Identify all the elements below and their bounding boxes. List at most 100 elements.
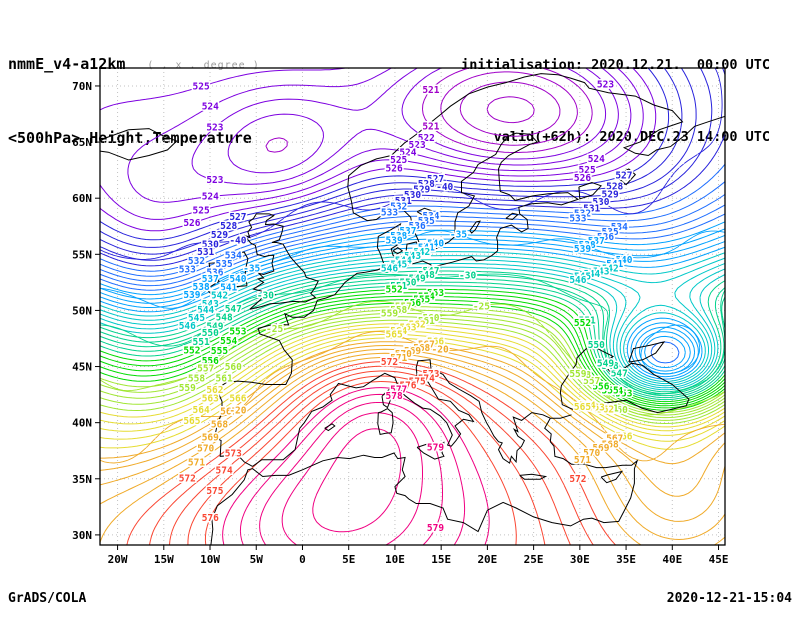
creation-timestamp: 2020-12-21-15:04 — [666, 591, 792, 606]
svg-text:523: 523 — [206, 122, 223, 133]
svg-text:531: 531 — [583, 203, 600, 214]
lon-tick-label: 40E — [662, 553, 682, 566]
svg-text:540: 540 — [229, 274, 246, 285]
lon-tick-label: 0 — [299, 553, 306, 566]
svg-text:526: 526 — [183, 218, 200, 229]
svg-text:567: 567 — [606, 434, 623, 445]
svg-text:525: 525 — [579, 165, 596, 176]
svg-text:562: 562 — [206, 385, 223, 396]
svg-text:547: 547 — [611, 369, 628, 380]
lat-tick-label: 65N — [72, 136, 92, 149]
svg-text:577: 577 — [390, 385, 407, 396]
svg-text:524: 524 — [399, 147, 416, 158]
svg-text:573: 573 — [422, 369, 439, 380]
svg-text:572: 572 — [381, 357, 398, 368]
lon-tick-label: 10W — [200, 553, 220, 566]
svg-text:575: 575 — [409, 377, 426, 388]
svg-text:563: 563 — [399, 323, 416, 334]
svg-text:567: 567 — [220, 406, 237, 417]
svg-text:538: 538 — [579, 240, 596, 251]
header-line-1: nmmE_v4-a12km ( . x . degree ) — [8, 52, 260, 78]
header-left: nmmE_v4-a12km ( . x . degree ) <500hPa> H… — [8, 4, 260, 198]
lon-tick-label: 25E — [524, 553, 544, 566]
svg-text:535: 535 — [602, 227, 619, 238]
svg-text:566: 566 — [427, 337, 444, 348]
svg-text:523: 523 — [409, 140, 426, 151]
svg-text:540: 540 — [427, 238, 444, 249]
svg-text:534: 534 — [422, 211, 439, 222]
svg-text:536: 536 — [409, 221, 426, 232]
svg-text:523: 523 — [597, 79, 614, 90]
svg-text:565: 565 — [386, 329, 403, 340]
svg-text:559: 559 — [179, 383, 196, 394]
lat-tick-label: 40N — [72, 417, 92, 430]
lat-tick-label: 70N — [72, 80, 92, 93]
svg-text:545: 545 — [188, 313, 205, 324]
svg-text:569: 569 — [592, 443, 609, 454]
svg-text:528: 528 — [418, 179, 435, 190]
lon-tick-label: 20E — [477, 553, 497, 566]
lat-tick-label: 60N — [72, 192, 92, 205]
svg-text:553: 553 — [427, 288, 444, 299]
svg-text:524: 524 — [588, 154, 605, 165]
svg-text:529: 529 — [211, 230, 228, 241]
svg-text:525: 525 — [193, 205, 210, 216]
svg-text:523: 523 — [206, 175, 223, 186]
svg-text:557: 557 — [197, 363, 214, 374]
svg-text:549: 549 — [206, 322, 223, 333]
svg-text:561: 561 — [602, 404, 619, 415]
svg-text:532: 532 — [188, 256, 205, 267]
lon-tick-label: 35E — [616, 553, 636, 566]
svg-text:555: 555 — [602, 386, 619, 397]
svg-text:539: 539 — [386, 236, 403, 247]
svg-text:533: 533 — [179, 265, 196, 276]
svg-text:572: 572 — [179, 473, 196, 484]
svg-text:556: 556 — [592, 381, 609, 392]
svg-text:554: 554 — [220, 336, 237, 347]
svg-text:555: 555 — [413, 295, 430, 306]
svg-text:564: 564 — [390, 326, 407, 337]
svg-text:537: 537 — [588, 236, 605, 247]
svg-text:-35: -35 — [243, 264, 260, 275]
svg-text:527: 527 — [427, 174, 444, 185]
svg-text:548: 548 — [216, 313, 233, 324]
svg-text:521: 521 — [422, 85, 439, 96]
svg-text:527: 527 — [615, 171, 632, 182]
lon-tick-label: 45E — [709, 553, 729, 566]
svg-text:565: 565 — [183, 416, 200, 427]
lon-tick-label: 10E — [385, 553, 405, 566]
svg-text:545: 545 — [390, 260, 407, 271]
svg-text:556: 556 — [202, 356, 219, 367]
svg-text:533: 533 — [381, 208, 398, 219]
svg-text:-40: -40 — [229, 235, 246, 246]
svg-text:541: 541 — [418, 243, 435, 254]
svg-text:536: 536 — [597, 232, 614, 243]
svg-text:526: 526 — [574, 173, 591, 184]
svg-text:553: 553 — [615, 389, 632, 400]
svg-text:558: 558 — [188, 373, 205, 384]
svg-text:528: 528 — [220, 221, 237, 232]
svg-text:525: 525 — [390, 155, 407, 166]
svg-text:542: 542 — [211, 291, 228, 302]
svg-text:547: 547 — [225, 304, 242, 315]
svg-text:533: 533 — [569, 214, 586, 225]
svg-text:560: 560 — [422, 313, 439, 324]
svg-text:549: 549 — [409, 274, 426, 285]
coastlines — [100, 73, 725, 545]
map-frame — [99, 67, 726, 546]
svg-text:529: 529 — [413, 185, 430, 196]
svg-text:552: 552 — [574, 318, 591, 329]
svg-text:562: 562 — [409, 319, 426, 330]
svg-text:543: 543 — [592, 267, 609, 278]
svg-text:550: 550 — [588, 340, 605, 351]
svg-text:559: 559 — [569, 369, 586, 380]
svg-text:537: 537 — [399, 226, 416, 237]
svg-text:543: 543 — [404, 251, 421, 262]
lat-tick-label: 30N — [72, 529, 92, 542]
lon-tick-label: 15W — [154, 553, 174, 566]
svg-text:554: 554 — [606, 386, 623, 397]
svg-text:574: 574 — [216, 466, 233, 477]
svg-text:-30: -30 — [257, 290, 274, 301]
svg-text:-25: -25 — [473, 301, 490, 312]
